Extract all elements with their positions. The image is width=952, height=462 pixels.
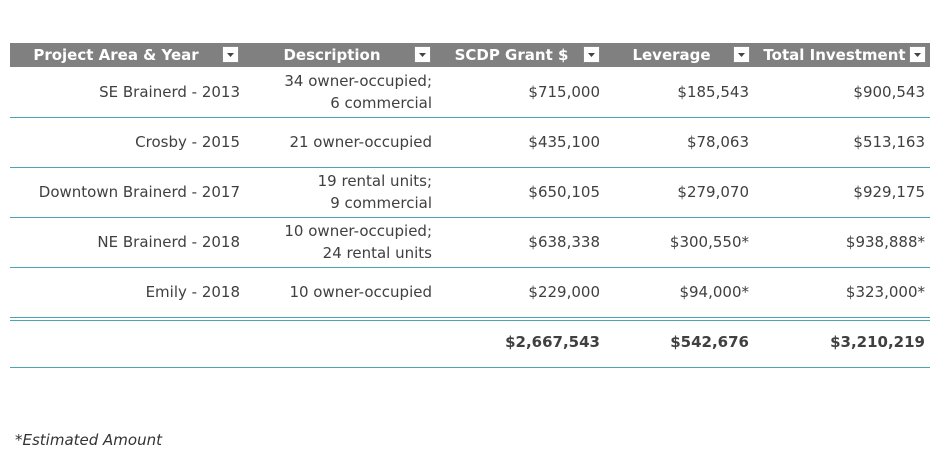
row-divider xyxy=(10,267,930,268)
cell: $185,543 xyxy=(677,83,749,101)
cell: Downtown Brainerd - 2017 xyxy=(38,183,240,201)
cell: $323,000* xyxy=(845,283,925,301)
filter-arrow xyxy=(588,53,595,57)
cell: $435,100 xyxy=(528,133,600,151)
filter-button[interactable] xyxy=(733,46,750,63)
cell: $513,163 xyxy=(853,133,925,151)
cell: 9 commercial xyxy=(330,194,432,212)
footnote: *Estimated Amount xyxy=(15,431,162,449)
column-header: SCDP Grant $ xyxy=(454,46,569,64)
cell: $2,667,543 xyxy=(505,333,600,351)
column-header: Leverage xyxy=(632,46,711,64)
filter-button[interactable] xyxy=(222,46,239,63)
cell: $938,888* xyxy=(845,233,925,251)
cell: 10 owner-occupied xyxy=(289,283,432,301)
cell: $300,550* xyxy=(669,233,749,251)
cell: $3,210,219 xyxy=(830,333,925,351)
filter-button[interactable] xyxy=(414,46,431,63)
cell: 19 rental units; xyxy=(317,172,432,190)
cell: $542,676 xyxy=(670,333,749,351)
column-header: Project Area & Year xyxy=(33,46,199,64)
filter-arrow xyxy=(914,53,921,57)
cell: Emily - 2018 xyxy=(145,283,240,301)
cell: $650,105 xyxy=(528,183,600,201)
bottom-border xyxy=(10,367,930,368)
cell: $94,000* xyxy=(679,283,749,301)
cell: 34 owner-occupied; xyxy=(284,72,432,90)
row-divider xyxy=(10,317,930,318)
cell: Crosby - 2015 xyxy=(135,133,240,151)
column-header: Description xyxy=(283,46,381,64)
cell: 24 rental units xyxy=(322,244,432,262)
cell: $900,543 xyxy=(853,83,925,101)
cell: $279,070 xyxy=(677,183,749,201)
filter-arrow xyxy=(419,53,426,57)
column-header: Total Investment xyxy=(763,46,906,64)
filter-arrow xyxy=(738,53,745,57)
cell: NE Brainerd - 2018 xyxy=(97,233,240,251)
row-divider xyxy=(10,217,930,218)
cell: SE Brainerd - 2013 xyxy=(99,83,240,101)
filter-button[interactable] xyxy=(583,46,600,63)
total-divider xyxy=(10,320,930,321)
header-bar xyxy=(10,43,930,67)
row-divider xyxy=(10,167,930,168)
filter-button[interactable] xyxy=(909,46,926,63)
cell: $78,063 xyxy=(686,133,749,151)
cell: 10 owner-occupied; xyxy=(284,222,432,240)
cell: 6 commercial xyxy=(330,94,432,112)
cell: $715,000 xyxy=(528,83,600,101)
cell: 21 owner-occupied xyxy=(289,133,432,151)
row-divider xyxy=(10,117,930,118)
cell: $638,338 xyxy=(528,233,600,251)
cell: $929,175 xyxy=(853,183,925,201)
cell: $229,000 xyxy=(528,283,600,301)
filter-arrow xyxy=(227,53,234,57)
